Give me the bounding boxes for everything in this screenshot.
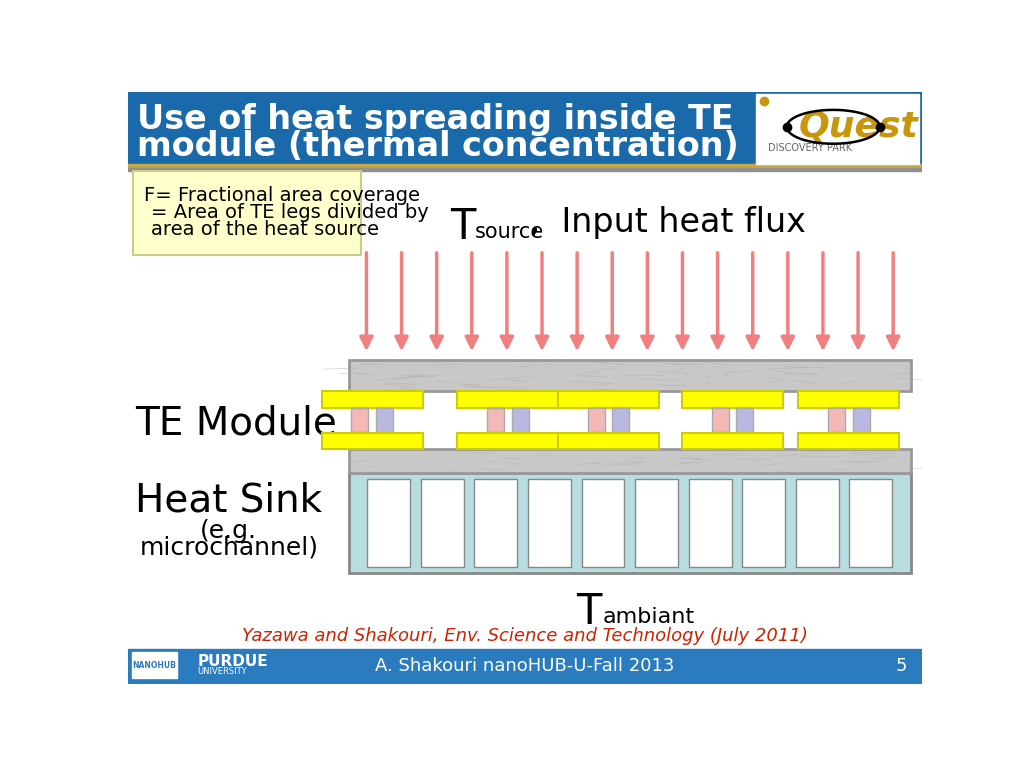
Bar xyxy=(349,449,910,472)
Text: Yazawa and Shakouri, Env. Science and Technology (July 2011): Yazawa and Shakouri, Env. Science and Te… xyxy=(242,627,808,645)
Text: source: source xyxy=(474,221,544,241)
Bar xyxy=(796,478,839,568)
Bar xyxy=(128,164,922,167)
Bar xyxy=(582,478,625,568)
Text: UNIVERSITY: UNIVERSITY xyxy=(198,667,248,676)
Text: Heat Sink: Heat Sink xyxy=(135,482,323,519)
Text: T: T xyxy=(450,206,475,248)
Text: ambiant: ambiant xyxy=(602,607,694,627)
Bar xyxy=(128,167,922,170)
Bar xyxy=(421,478,464,568)
Text: area of the heat source: area of the heat source xyxy=(152,220,379,239)
Text: module (thermal concentration): module (thermal concentration) xyxy=(137,130,739,163)
Text: PURDUE: PURDUE xyxy=(198,654,268,669)
Text: F= Fractional area coverage: F= Fractional area coverage xyxy=(143,186,420,205)
Bar xyxy=(588,408,604,432)
Bar xyxy=(351,408,369,432)
Bar xyxy=(528,478,571,568)
Bar xyxy=(558,432,658,449)
Text: TE Module: TE Module xyxy=(135,404,338,442)
Bar xyxy=(322,432,423,449)
Text: Use of heat spreading inside TE: Use of heat spreading inside TE xyxy=(137,103,734,136)
Bar xyxy=(635,478,678,568)
Bar xyxy=(558,391,658,408)
Bar xyxy=(756,94,919,164)
Bar xyxy=(458,432,558,449)
Text: ,  Input heat flux: , Input heat flux xyxy=(519,206,806,239)
Bar xyxy=(850,478,892,568)
Bar xyxy=(736,408,754,432)
Bar xyxy=(799,391,899,408)
Text: T: T xyxy=(575,591,601,633)
Bar xyxy=(742,478,785,568)
Bar xyxy=(322,391,423,408)
Bar xyxy=(349,360,910,391)
Bar xyxy=(486,408,504,432)
FancyBboxPatch shape xyxy=(133,170,360,255)
Text: Quest: Quest xyxy=(799,110,919,144)
Bar xyxy=(827,408,845,432)
Bar xyxy=(712,408,729,432)
Bar xyxy=(376,408,393,432)
Bar xyxy=(799,432,899,449)
Bar xyxy=(128,649,922,684)
Text: DISCOVERY PARK: DISCOVERY PARK xyxy=(768,143,852,153)
Bar xyxy=(132,652,177,678)
Bar xyxy=(682,391,783,408)
Bar xyxy=(682,432,783,449)
Bar xyxy=(853,408,869,432)
Bar xyxy=(612,408,630,432)
Text: microchannel): microchannel) xyxy=(139,536,318,560)
Text: NANOHUB: NANOHUB xyxy=(132,660,176,670)
Bar xyxy=(349,472,910,574)
Bar xyxy=(458,391,558,408)
Bar xyxy=(128,92,922,164)
Text: 5: 5 xyxy=(895,657,907,675)
Bar xyxy=(474,478,517,568)
Bar xyxy=(368,478,411,568)
Text: (e.g.: (e.g. xyxy=(201,519,257,543)
Text: A. Shakouri nanoHUB-U-Fall 2013: A. Shakouri nanoHUB-U-Fall 2013 xyxy=(375,657,675,675)
Bar xyxy=(512,408,528,432)
Text: = Area of TE legs divided by: = Area of TE legs divided by xyxy=(152,203,429,222)
Bar xyxy=(689,478,731,568)
